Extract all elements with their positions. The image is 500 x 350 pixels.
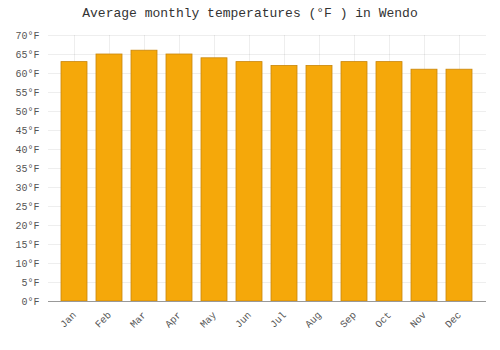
svg-text:5°F: 5°F <box>21 278 39 289</box>
svg-text:Jun: Jun <box>233 310 254 331</box>
svg-text:Sep: Sep <box>338 310 359 331</box>
svg-text:Feb: Feb <box>93 310 114 331</box>
svg-text:60°F: 60°F <box>15 69 39 80</box>
svg-text:55°F: 55°F <box>15 88 39 99</box>
svg-text:50°F: 50°F <box>15 107 39 118</box>
svg-text:0°F: 0°F <box>21 297 39 308</box>
svg-text:40°F: 40°F <box>15 145 39 156</box>
svg-text:Aug: Aug <box>303 310 324 331</box>
svg-text:70°F: 70°F <box>15 31 39 42</box>
svg-text:20°F: 20°F <box>15 221 39 232</box>
svg-text:30°F: 30°F <box>15 183 39 194</box>
svg-text:10°F: 10°F <box>15 259 39 270</box>
svg-text:35°F: 35°F <box>15 164 39 175</box>
svg-text:Jul: Jul <box>268 310 289 331</box>
svg-text:45°F: 45°F <box>15 126 39 137</box>
svg-text:Apr: Apr <box>163 310 184 331</box>
svg-text:25°F: 25°F <box>15 202 39 213</box>
svg-text:May: May <box>198 310 219 331</box>
svg-text:15°F: 15°F <box>15 240 39 251</box>
svg-text:Mar: Mar <box>128 310 149 331</box>
svg-text:65°F: 65°F <box>15 50 39 61</box>
svg-text:Dec: Dec <box>443 310 464 331</box>
svg-text:Nov: Nov <box>408 310 429 331</box>
svg-text:Oct: Oct <box>373 310 394 331</box>
html-text:Average monthly temperatures (: Average monthly temperatures (°F ) in We… <box>82 6 418 21</box>
svg-text:Jan: Jan <box>58 310 79 331</box>
